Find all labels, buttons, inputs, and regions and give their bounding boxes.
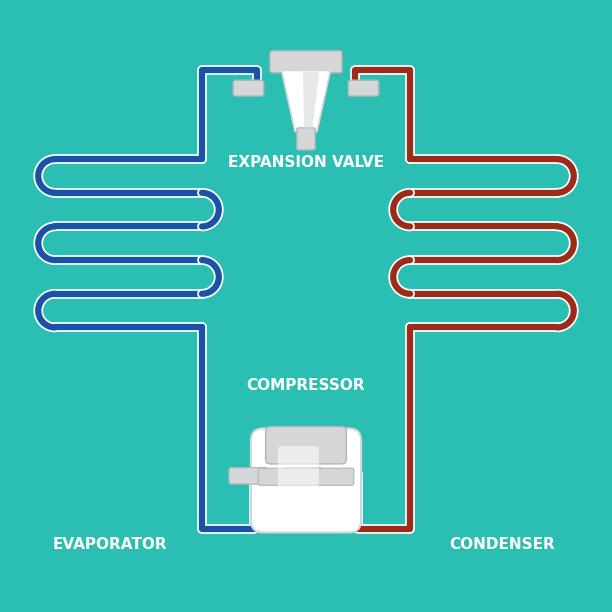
- Polygon shape: [282, 70, 330, 132]
- Polygon shape: [303, 72, 319, 130]
- FancyBboxPatch shape: [266, 427, 346, 464]
- Text: COMPRESSOR: COMPRESSOR: [247, 378, 365, 393]
- FancyBboxPatch shape: [297, 128, 315, 150]
- FancyBboxPatch shape: [283, 468, 322, 484]
- Text: EXPANSION VALVE: EXPANSION VALVE: [228, 155, 384, 170]
- FancyBboxPatch shape: [278, 446, 319, 521]
- Text: EVAPORATOR: EVAPORATOR: [53, 537, 168, 552]
- FancyBboxPatch shape: [229, 468, 267, 484]
- Text: CONDENSER: CONDENSER: [449, 537, 554, 552]
- FancyBboxPatch shape: [270, 51, 342, 73]
- FancyBboxPatch shape: [258, 468, 354, 485]
- FancyBboxPatch shape: [348, 80, 379, 96]
- FancyBboxPatch shape: [251, 428, 361, 532]
- FancyBboxPatch shape: [233, 80, 264, 96]
